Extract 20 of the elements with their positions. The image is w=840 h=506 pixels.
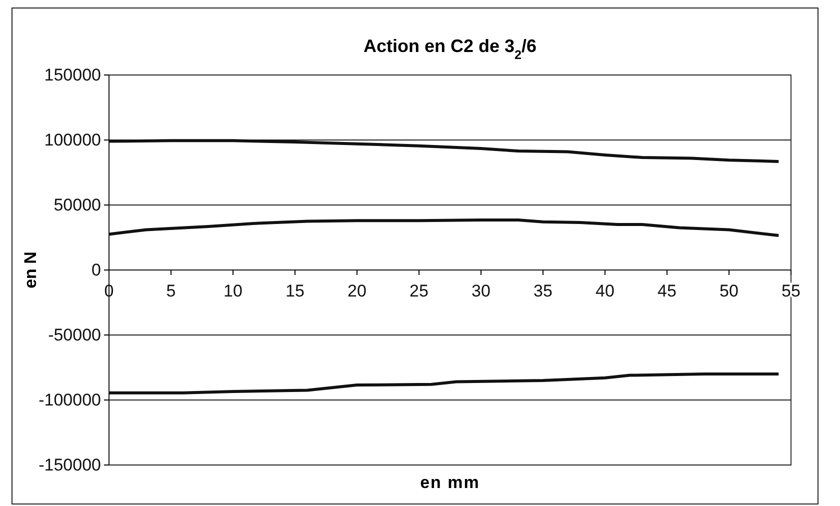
y-tick-label: 150000 xyxy=(44,65,101,84)
y-tick-label: -50000 xyxy=(48,325,101,344)
x-tick-label: 20 xyxy=(348,282,366,301)
y-tick-label: -150000 xyxy=(38,455,101,474)
x-tick-label: 5 xyxy=(166,282,176,301)
x-tick-label: 45 xyxy=(658,282,676,301)
x-tick-label: 40 xyxy=(596,282,614,301)
x-tick-label: 50 xyxy=(720,282,738,301)
y-axis-title: en N xyxy=(21,252,40,288)
y-tick-label: 100000 xyxy=(44,130,101,150)
x-tick-label: 35 xyxy=(534,282,552,301)
y-tick-label: 50000 xyxy=(54,195,101,214)
y-tick-label: 0 xyxy=(92,260,101,280)
chart-title: Action en C2 de 3$_{2}$/6 xyxy=(363,36,537,62)
x-tick-label: 15 xyxy=(286,282,304,301)
y-tick-label: -100000 xyxy=(38,390,101,410)
x-tick-label: 25 xyxy=(410,282,428,301)
x-axis-title: en mm xyxy=(420,473,480,492)
x-tick-label: 30 xyxy=(472,282,490,301)
x-tick-label: 10 xyxy=(224,282,242,301)
